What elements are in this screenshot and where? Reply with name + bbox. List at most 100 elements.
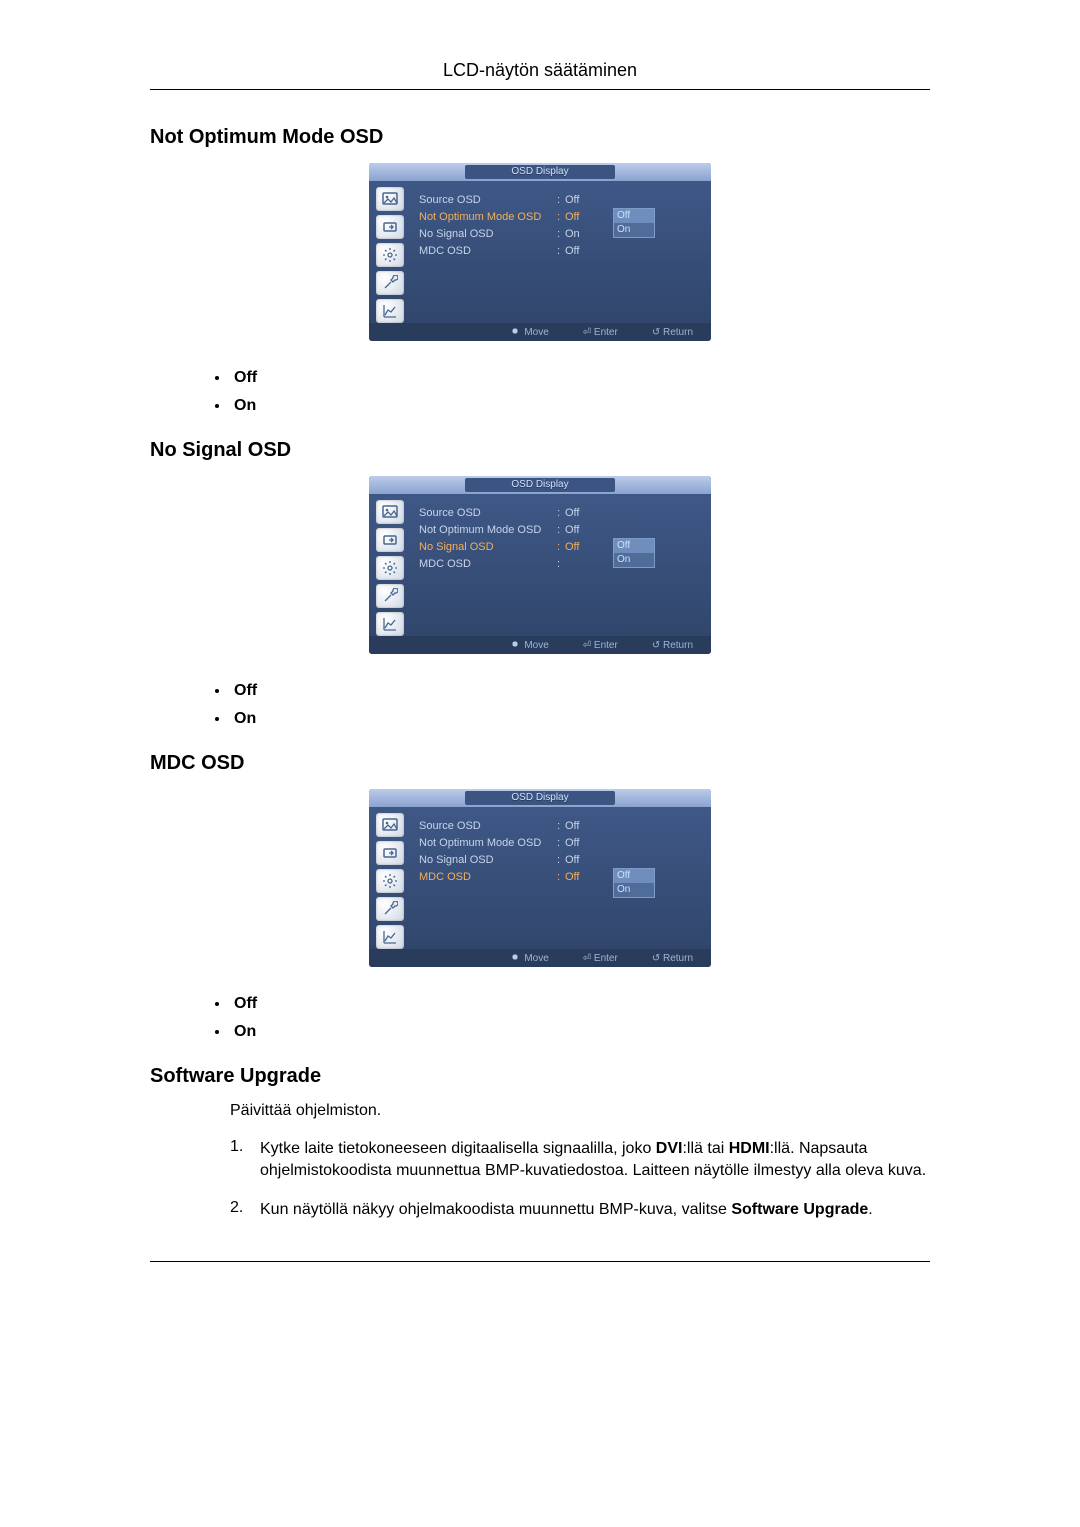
osd-row-value: Off <box>565 524 601 536</box>
osd-colon: : <box>557 871 565 883</box>
osd-row-label: Not Optimum Mode OSD <box>419 211 557 223</box>
option-list: Off On <box>230 995 930 1041</box>
osd-row-label: Source OSD <box>419 194 557 206</box>
page-title: LCD-näytön säätäminen <box>150 60 930 81</box>
osd-wrap: OSD Display Source OSD:OffNot Optimum Mod… <box>150 789 930 967</box>
section-heading: Not Optimum Mode OSD <box>150 126 930 149</box>
tools-icon[interactable] <box>376 584 404 608</box>
osd-dropdown[interactable]: OffOn <box>613 538 655 568</box>
osd-row-value: Off <box>565 507 601 519</box>
option-bullet: Off <box>230 369 930 387</box>
picture-icon[interactable] <box>376 813 404 837</box>
tools-icon[interactable] <box>376 271 404 295</box>
input-icon[interactable] <box>376 841 404 865</box>
option-bullet: On <box>230 1023 930 1041</box>
osd-panel: OSD Display Source OSD:OffNot Optimum Mod… <box>369 789 711 967</box>
graph-icon[interactable] <box>376 612 404 636</box>
osd-colon: : <box>557 837 565 849</box>
osd-footer-enter: ⏎ Enter <box>569 953 618 964</box>
input-icon[interactable] <box>376 215 404 239</box>
gear-icon[interactable] <box>376 869 404 893</box>
step-number: 1. <box>230 1138 260 1181</box>
osd-dropdown-option[interactable]: Off <box>614 209 654 223</box>
osd-row: No Signal OSD:Off <box>419 851 703 868</box>
software-upgrade-intro: Päivittää ohjelmiston. <box>230 1102 930 1120</box>
osd-row-label: No Signal OSD <box>419 228 557 240</box>
osd-row-label: Source OSD <box>419 820 557 832</box>
osd-row-label: Source OSD <box>419 507 557 519</box>
osd-row-value: Off <box>565 820 601 832</box>
osd-colon: : <box>557 211 565 223</box>
osd-title: OSD Display <box>465 791 615 805</box>
osd-dropdown-option[interactable]: Off <box>614 869 654 883</box>
osd-icon-column <box>369 494 411 636</box>
osd-dropdown-option[interactable]: On <box>614 223 654 237</box>
osd-footer-return: ↺ Return <box>638 640 693 651</box>
osd-row-value: Off <box>565 211 601 223</box>
step-item: 1.Kytke laite tietokoneeseen digitaalise… <box>230 1138 930 1181</box>
gear-icon[interactable] <box>376 243 404 267</box>
osd-rows: Source OSD:OffNot Optimum Mode OSD:OffNo… <box>411 181 711 323</box>
osd-row-value: Off <box>565 245 601 257</box>
software-upgrade-steps: 1.Kytke laite tietokoneeseen digitaalise… <box>230 1138 930 1221</box>
graph-icon[interactable] <box>376 299 404 323</box>
osd-dropdown-option[interactable]: On <box>614 553 654 567</box>
osd-row: Not Optimum Mode OSD:Off <box>419 521 703 538</box>
osd-body: Source OSD:OffNot Optimum Mode OSD:OffNo… <box>369 807 711 949</box>
option-list: Off On <box>230 369 930 415</box>
picture-icon[interactable] <box>376 187 404 211</box>
osd-colon: : <box>557 507 565 519</box>
step-text: Kytke laite tietokoneeseen digitaalisell… <box>260 1138 930 1181</box>
gear-icon[interactable] <box>376 556 404 580</box>
osd-row-value: On <box>565 228 601 240</box>
tools-icon[interactable] <box>376 897 404 921</box>
osd-wrap: OSD DisplaySource OSD:OffNot Optimum Mod… <box>150 476 930 654</box>
osd-row-value: Off <box>565 871 601 883</box>
osd-footer-return: ↺ Return <box>638 953 693 964</box>
top-rule <box>150 89 930 90</box>
osd-title: OSD Display <box>465 478 615 492</box>
step-number: 2. <box>230 1199 260 1221</box>
input-icon[interactable] <box>376 528 404 552</box>
step-item: 2.Kun näytöllä näkyy ohjelmakoodista muu… <box>230 1199 930 1221</box>
section-heading: MDC OSD <box>150 752 930 775</box>
osd-wrap: OSD DisplaySource OSD:OffNot Optimum Mod… <box>150 163 930 341</box>
osd-footer-move: Move <box>510 953 548 964</box>
osd-titlebar: OSD Display <box>369 789 711 807</box>
osd-row-value: Off <box>565 194 601 206</box>
osd-colon: : <box>557 558 565 570</box>
osd-dropdown[interactable]: OffOn <box>613 868 655 898</box>
picture-icon[interactable] <box>376 500 404 524</box>
option-bullet: On <box>230 710 930 728</box>
osd-panel: OSD DisplaySource OSD:OffNot Optimum Mod… <box>369 163 711 341</box>
osd-row: No Signal OSD:Off <box>419 538 703 555</box>
osd-colon: : <box>557 524 565 536</box>
osd-rows: Source OSD:OffNot Optimum Mode OSD:OffNo… <box>411 807 711 949</box>
osd-row: MDC OSD: <box>419 555 703 572</box>
osd-footer: Move ⏎ Enter ↺ Return <box>369 949 711 967</box>
option-bullet: Off <box>230 995 930 1013</box>
osd-row-label: MDC OSD <box>419 558 557 570</box>
osd-row-label: No Signal OSD <box>419 854 557 866</box>
osd-footer: Move⏎ Enter↺ Return <box>369 636 711 654</box>
osd-title: OSD Display <box>465 165 615 179</box>
osd-footer-enter: ⏎ Enter <box>569 640 618 651</box>
option-bullet: On <box>230 397 930 415</box>
osd-row: MDC OSD:Off <box>419 242 703 259</box>
osd-dropdown-option[interactable]: On <box>614 883 654 897</box>
osd-panel: OSD DisplaySource OSD:OffNot Optimum Mod… <box>369 476 711 654</box>
osd-colon: : <box>557 228 565 240</box>
step-text: Kun näytöllä näkyy ohjelmakoodista muunn… <box>260 1199 930 1221</box>
osd-dropdown-option[interactable]: Off <box>614 539 654 553</box>
graph-icon[interactable] <box>376 925 404 949</box>
bottom-rule <box>150 1261 930 1262</box>
osd-row: Source OSD:Off <box>419 817 703 834</box>
osd-colon: : <box>557 541 565 553</box>
osd-footer-return: ↺ Return <box>638 327 693 338</box>
osd-row: Source OSD:Off <box>419 504 703 521</box>
page: LCD-näytön säätäminen Not Optimum Mode O… <box>150 0 930 1322</box>
osd-row-value: Off <box>565 854 601 866</box>
osd-icon-column <box>369 807 411 949</box>
osd-colon: : <box>557 194 565 206</box>
osd-dropdown[interactable]: OffOn <box>613 208 655 238</box>
